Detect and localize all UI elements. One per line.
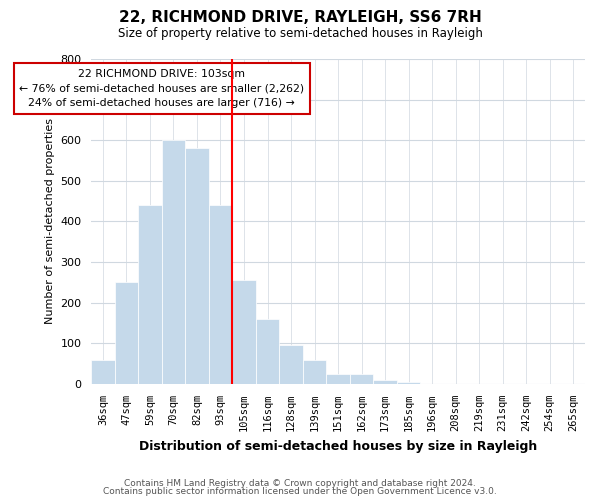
Text: Contains public sector information licensed under the Open Government Licence v3: Contains public sector information licen… — [103, 487, 497, 496]
Bar — [161, 140, 185, 384]
Text: Contains HM Land Registry data © Crown copyright and database right 2024.: Contains HM Land Registry data © Crown c… — [124, 478, 476, 488]
Y-axis label: Number of semi-detached properties: Number of semi-detached properties — [45, 118, 55, 324]
Bar — [115, 282, 138, 384]
Bar — [326, 374, 350, 384]
Bar — [209, 205, 232, 384]
Bar — [138, 205, 161, 384]
X-axis label: Distribution of semi-detached houses by size in Rayleigh: Distribution of semi-detached houses by … — [139, 440, 537, 452]
Bar — [232, 280, 256, 384]
Bar — [185, 148, 209, 384]
Text: 22 RICHMOND DRIVE: 103sqm
← 76% of semi-detached houses are smaller (2,262)
24% : 22 RICHMOND DRIVE: 103sqm ← 76% of semi-… — [19, 68, 304, 108]
Text: Size of property relative to semi-detached houses in Rayleigh: Size of property relative to semi-detach… — [118, 28, 482, 40]
Bar — [303, 360, 326, 384]
Bar — [373, 380, 397, 384]
Bar — [350, 374, 373, 384]
Bar — [397, 382, 421, 384]
Bar — [279, 346, 303, 384]
Bar — [91, 360, 115, 384]
Bar — [256, 319, 279, 384]
Text: 22, RICHMOND DRIVE, RAYLEIGH, SS6 7RH: 22, RICHMOND DRIVE, RAYLEIGH, SS6 7RH — [119, 10, 481, 25]
